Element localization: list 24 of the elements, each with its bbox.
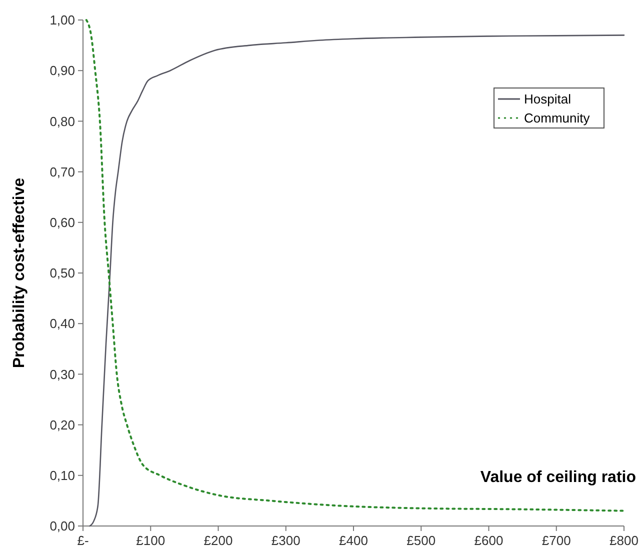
x-tick-label: £500 [406, 533, 436, 548]
y-axis-title: Probability cost-effective [11, 178, 28, 368]
y-tick-label: 0,40 [50, 316, 75, 332]
x-tick-label: £- [77, 533, 89, 548]
y-tick-label: 0,20 [50, 417, 75, 432]
y-tick-label: 0,00 [50, 518, 75, 534]
y-tick-label: 1,00 [50, 12, 75, 28]
x-tick-label: £200 [204, 533, 233, 548]
legend-label: Hospital [524, 92, 572, 107]
x-tick-label: £100 [136, 533, 166, 548]
y-tick-label: 0,50 [50, 266, 75, 281]
y-tick-label: 0,90 [50, 63, 75, 78]
x-tick-label: £600 [474, 533, 504, 548]
y-tick-label: 0,30 [50, 366, 75, 382]
x-tick-label: £300 [271, 533, 300, 548]
x-tick-label: £700 [542, 533, 571, 548]
x-tick-label: £800 [610, 533, 638, 548]
y-tick-label: 0,60 [50, 214, 75, 230]
x-axis-title: Value of ceiling ratio [480, 469, 636, 486]
legend-label: Community [524, 110, 590, 126]
y-tick-label: 0,10 [50, 468, 75, 483]
y-tick-label: 0,70 [50, 164, 75, 180]
y-tick-label: 0,80 [50, 114, 75, 129]
x-tick-label: £400 [339, 533, 368, 548]
